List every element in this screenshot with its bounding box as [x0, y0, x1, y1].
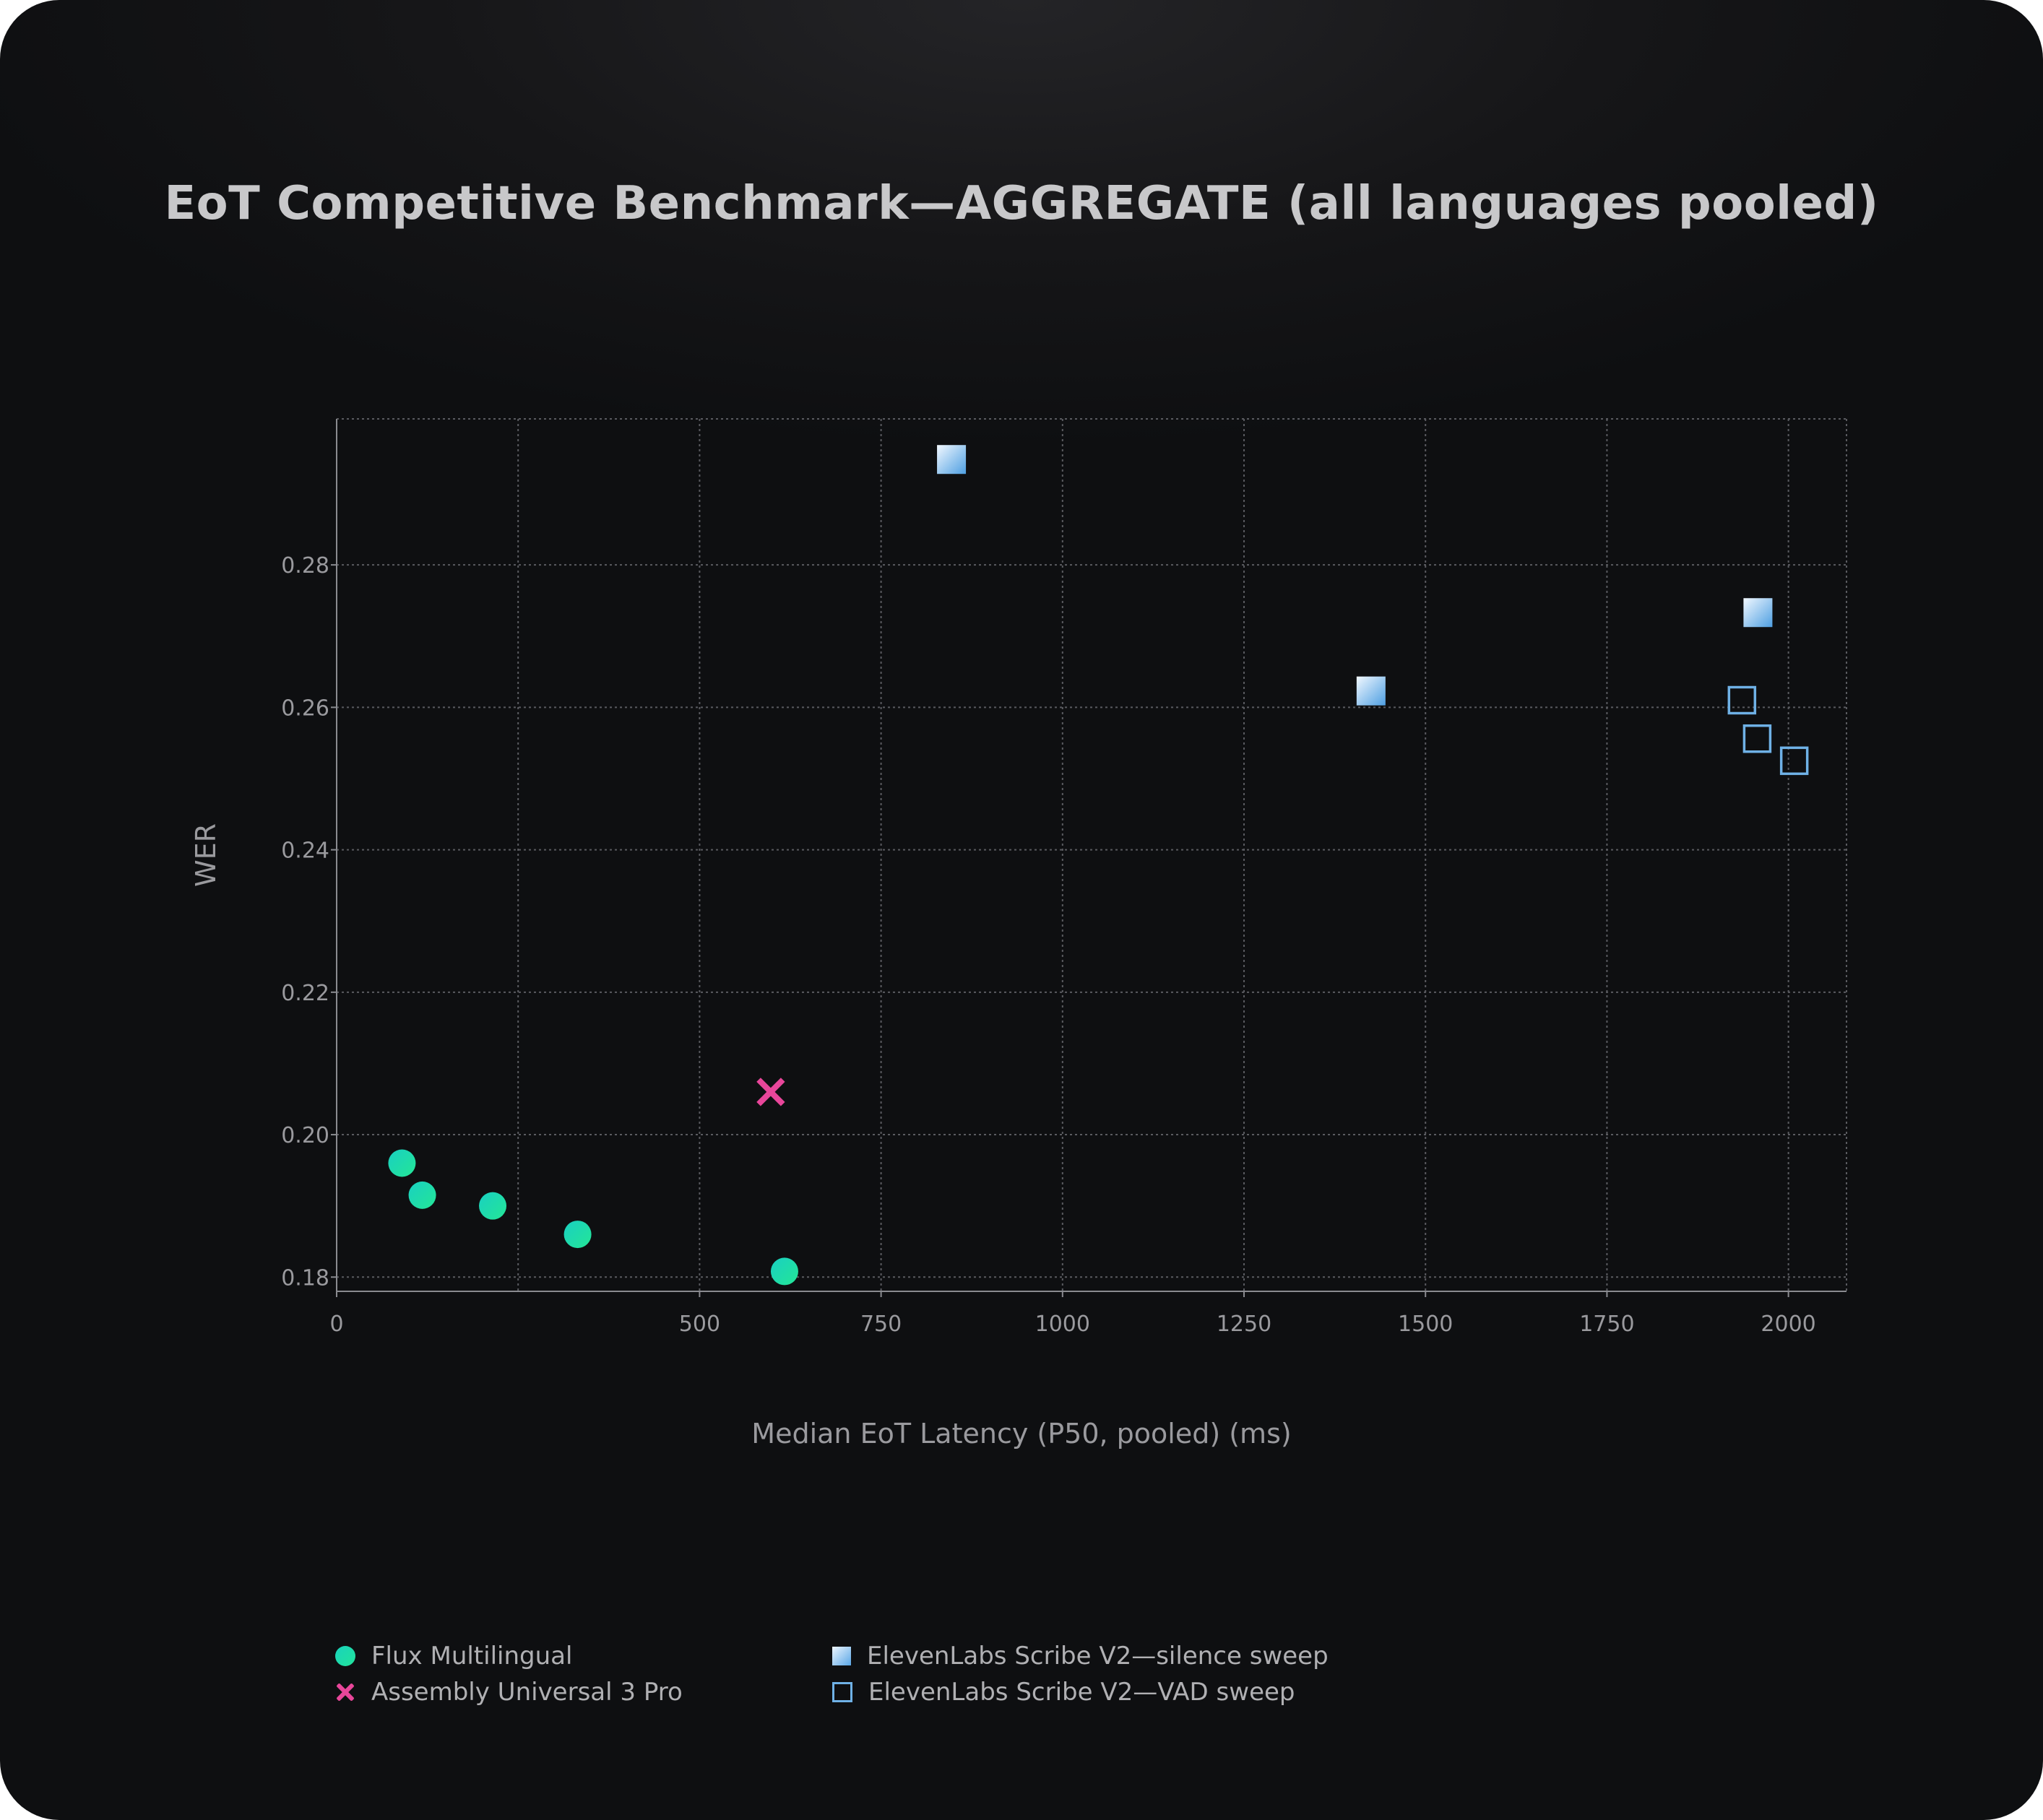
point-scribe-silence-sweep	[1356, 676, 1386, 706]
point-flux-multilingual	[388, 1149, 416, 1177]
legend-label: Assembly Universal 3 Pro	[371, 1678, 683, 1707]
y-tick-label: 0.28	[281, 553, 329, 578]
legend-marker-square-open	[832, 1682, 852, 1702]
legend-label: ElevenLabs Scribe V2—silence sweep	[867, 1642, 1329, 1670]
legend-label: Flux Multilingual	[371, 1642, 573, 1670]
legend-marker-x	[335, 1682, 355, 1702]
legend-item-vad-sweep: ElevenLabs Scribe V2—VAD sweep	[832, 1674, 1295, 1710]
point-flux-multilingual	[563, 1221, 592, 1249]
legend: Flux Multilingual Assembly Universal 3 P…	[0, 1638, 2043, 1739]
x-tick-label: 0	[329, 1312, 343, 1337]
y-tick-label: 0.26	[281, 696, 329, 721]
point-assembly-universal	[756, 1078, 785, 1106]
point-scribe-vad-sweep	[1779, 746, 1809, 776]
y-tick-label: 0.20	[281, 1123, 329, 1148]
legend-item-assembly: Assembly Universal 3 Pro	[335, 1674, 683, 1710]
x-tick-label: 750	[860, 1312, 902, 1337]
x-tick-label: 1000	[1035, 1312, 1090, 1337]
point-scribe-vad-sweep	[1742, 724, 1772, 753]
legend-marker-square-filled	[832, 1647, 851, 1665]
legend-label: ElevenLabs Scribe V2—VAD sweep	[868, 1678, 1295, 1707]
point-scribe-vad-sweep	[1727, 685, 1757, 715]
x-tick-label: 2000	[1761, 1312, 1815, 1337]
x-tick-label: 500	[679, 1312, 720, 1337]
x-axis-label: Median EoT Latency (P50, pooled) (ms)	[751, 1418, 1291, 1450]
x-tick-label: 1250	[1217, 1312, 1271, 1337]
x-tick-label: 1500	[1398, 1312, 1453, 1337]
x-tick-label: 1750	[1579, 1312, 1634, 1337]
legend-item-silence-sweep: ElevenLabs Scribe V2—silence sweep	[832, 1638, 1329, 1674]
legend-item-flux: Flux Multilingual	[335, 1638, 572, 1674]
point-flux-multilingual	[770, 1257, 798, 1286]
point-flux-multilingual	[408, 1181, 436, 1209]
y-axis-label: WER	[190, 823, 222, 887]
point-scribe-silence-sweep	[937, 445, 967, 474]
chart-title: EoT Competitive Benchmark—AGGREGATE (all…	[164, 177, 1879, 230]
y-tick-label: 0.24	[281, 838, 329, 864]
legend-marker-circle	[335, 1646, 355, 1666]
y-tick-label: 0.18	[281, 1265, 329, 1291]
point-flux-multilingual	[479, 1192, 507, 1220]
y-tick-label: 0.22	[281, 981, 329, 1006]
point-scribe-silence-sweep	[1743, 598, 1773, 628]
